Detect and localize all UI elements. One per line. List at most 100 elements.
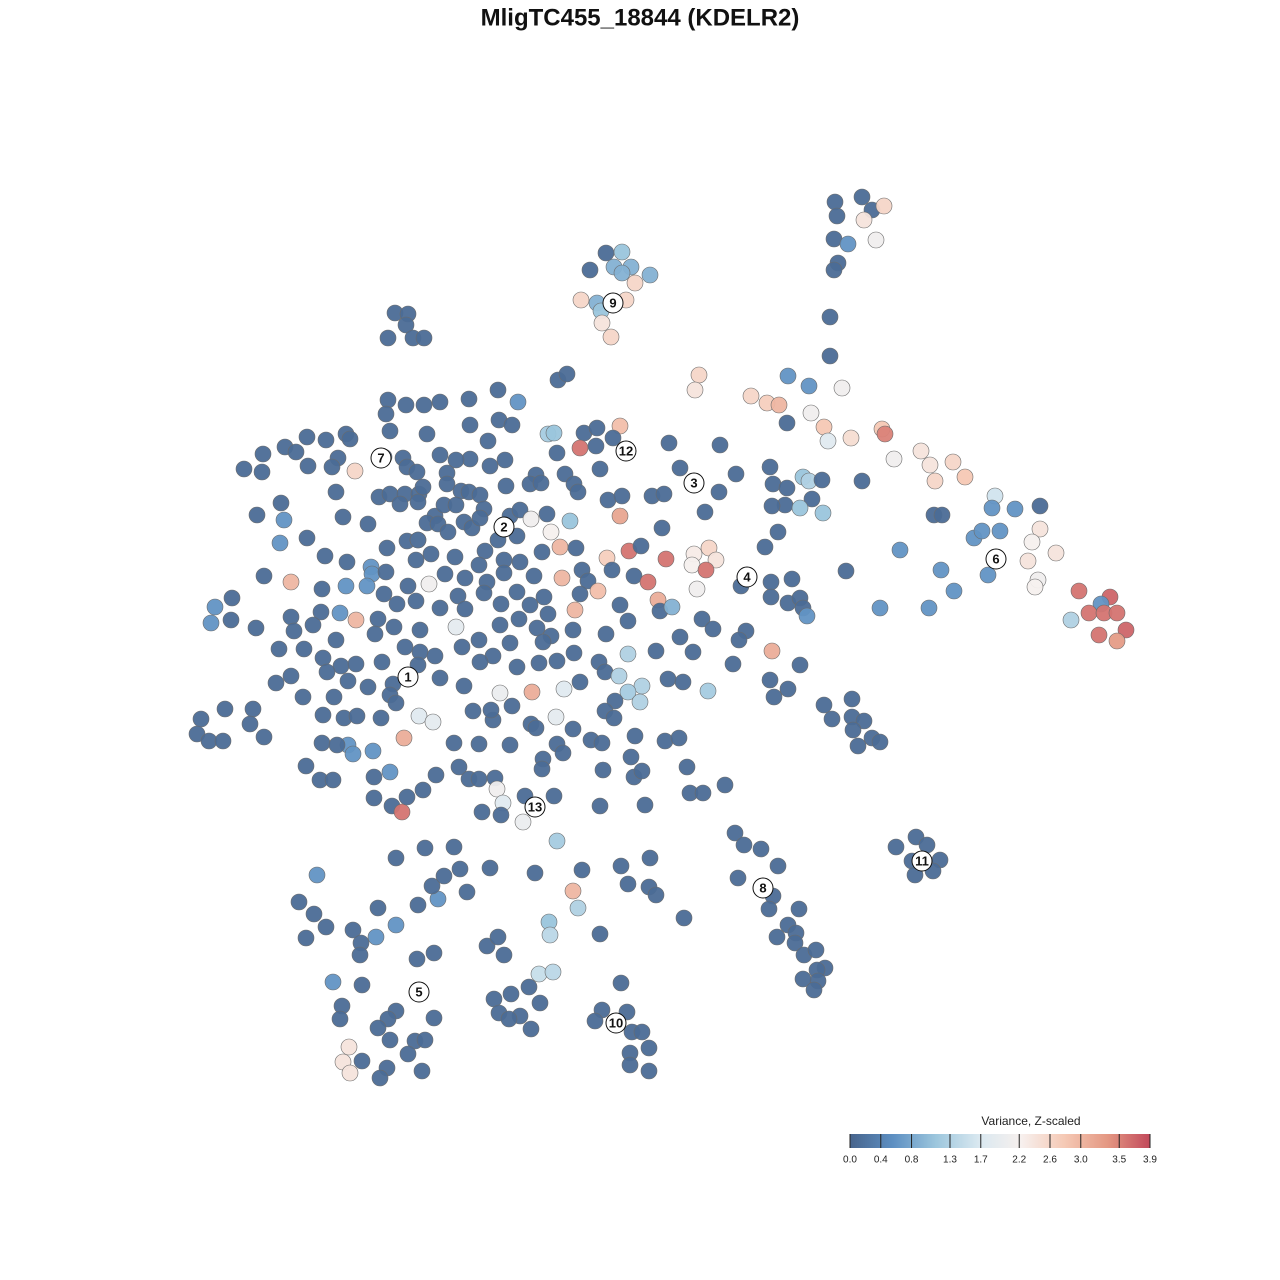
point <box>763 497 781 515</box>
point <box>756 538 774 556</box>
point <box>511 553 529 571</box>
point <box>447 451 465 469</box>
point <box>365 768 383 786</box>
point <box>447 496 465 514</box>
point <box>551 538 569 556</box>
point <box>501 634 519 652</box>
point <box>762 573 780 591</box>
point <box>367 928 385 946</box>
point <box>597 244 615 262</box>
point <box>324 973 342 991</box>
point <box>603 561 621 579</box>
point <box>341 430 359 448</box>
point <box>611 507 629 525</box>
point <box>656 732 674 750</box>
point <box>602 328 620 346</box>
point <box>707 551 725 569</box>
cluster-label: 2 <box>500 519 507 534</box>
point <box>979 566 997 584</box>
point <box>449 587 467 605</box>
point <box>727 465 745 483</box>
point <box>223 589 241 607</box>
point <box>351 946 369 964</box>
point <box>742 387 760 405</box>
point <box>431 599 449 617</box>
point <box>571 585 589 603</box>
cluster-label: 6 <box>992 551 999 566</box>
point <box>497 477 515 495</box>
point <box>641 849 659 867</box>
point <box>527 719 545 737</box>
point <box>331 604 349 622</box>
point <box>697 561 715 579</box>
point <box>633 1023 651 1041</box>
point <box>511 501 529 519</box>
point <box>255 567 273 585</box>
point <box>426 647 444 665</box>
point <box>318 663 336 681</box>
point <box>622 748 640 766</box>
point <box>564 621 582 639</box>
point <box>530 654 548 672</box>
point <box>447 618 465 636</box>
point <box>688 580 706 598</box>
point <box>587 437 605 455</box>
point <box>379 391 397 409</box>
cluster-badge <box>615 440 637 462</box>
point <box>254 445 272 463</box>
point <box>522 1020 540 1038</box>
point <box>674 673 692 691</box>
point <box>606 692 624 710</box>
colorbar-tick-label: 0.4 <box>874 1155 888 1166</box>
point <box>456 600 474 618</box>
point <box>803 490 821 508</box>
point <box>526 864 544 882</box>
point <box>671 628 689 646</box>
point <box>460 390 478 408</box>
point <box>826 193 844 211</box>
point <box>445 734 463 752</box>
point <box>393 803 411 821</box>
point <box>398 788 416 806</box>
point <box>604 429 622 447</box>
point <box>660 434 678 452</box>
point <box>387 849 405 867</box>
cluster-badge <box>911 850 933 872</box>
point <box>341 1064 359 1082</box>
point <box>358 577 376 595</box>
point <box>690 366 708 384</box>
point <box>849 737 867 755</box>
point <box>455 677 473 695</box>
point <box>327 483 345 501</box>
point <box>422 545 440 563</box>
point <box>297 929 315 947</box>
point <box>290 893 308 911</box>
point <box>313 580 331 598</box>
point <box>482 701 500 719</box>
point <box>530 965 548 983</box>
point <box>594 761 612 779</box>
point <box>573 861 591 879</box>
point <box>399 1045 417 1063</box>
point <box>470 770 488 788</box>
point <box>317 431 335 449</box>
point <box>364 742 382 760</box>
point <box>853 472 871 490</box>
colorbar-tick-label: 0.8 <box>905 1155 919 1166</box>
point <box>1090 626 1108 644</box>
point <box>647 642 665 660</box>
point <box>344 921 362 939</box>
point <box>423 877 441 895</box>
point <box>470 735 488 753</box>
point <box>523 683 541 701</box>
point <box>569 899 587 917</box>
point <box>636 796 654 814</box>
point <box>1117 621 1135 639</box>
point <box>544 963 562 981</box>
point <box>532 474 550 492</box>
point <box>415 329 433 347</box>
point <box>579 572 597 590</box>
point <box>492 806 510 824</box>
